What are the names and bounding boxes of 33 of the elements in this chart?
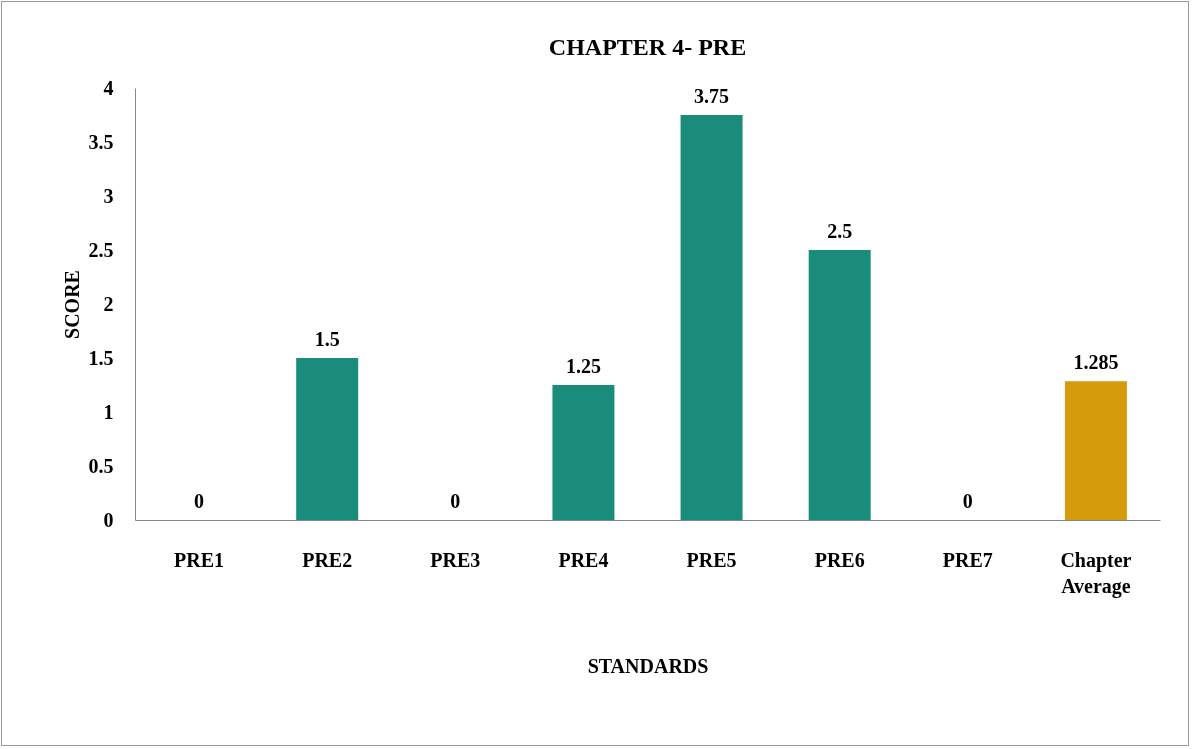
x-tick-label: PRE3 xyxy=(430,548,481,571)
bar xyxy=(296,358,359,520)
y-tick-label: 4 xyxy=(103,76,114,99)
y-tick-label: 2.5 xyxy=(88,238,114,261)
x-tick-label: PRE2 xyxy=(302,548,353,571)
x-tick-label: PRE5 xyxy=(686,548,737,571)
y-tick-label: 2 xyxy=(103,292,114,315)
x-tick-label: PRE1 xyxy=(174,548,225,571)
y-tick-label: 3.5 xyxy=(88,130,114,153)
y-axis-title: SCORE xyxy=(60,270,83,339)
bar xyxy=(808,250,871,520)
data-label: 1.25 xyxy=(565,355,601,377)
data-label: 0 xyxy=(194,490,205,512)
chart-title: CHAPTER 4- PRE xyxy=(548,34,747,60)
data-label: 0 xyxy=(450,490,461,512)
data-label: 0 xyxy=(962,490,973,512)
y-tick-label: 1.5 xyxy=(88,346,114,369)
x-tick-label: PRE7 xyxy=(942,548,993,571)
x-tick-label: Chapter Average xyxy=(1060,548,1132,598)
bar xyxy=(552,385,615,520)
bar xyxy=(1064,381,1127,520)
data-label: 1.285 xyxy=(1073,351,1119,374)
x-axis-title: STANDARDS xyxy=(587,654,709,677)
data-label: 1.5 xyxy=(314,328,340,350)
y-tick-label: 3 xyxy=(103,184,114,207)
x-tick-label: PRE6 xyxy=(814,548,865,571)
y-tick-label: 1 xyxy=(103,400,114,423)
y-tick-label: 0.5 xyxy=(88,454,114,477)
x-tick-label: PRE4 xyxy=(558,548,609,571)
y-tick-label: 0 xyxy=(103,508,114,531)
data-label: 2.5 xyxy=(827,220,853,242)
data-label: 3.75 xyxy=(694,85,730,107)
bar xyxy=(680,115,743,520)
